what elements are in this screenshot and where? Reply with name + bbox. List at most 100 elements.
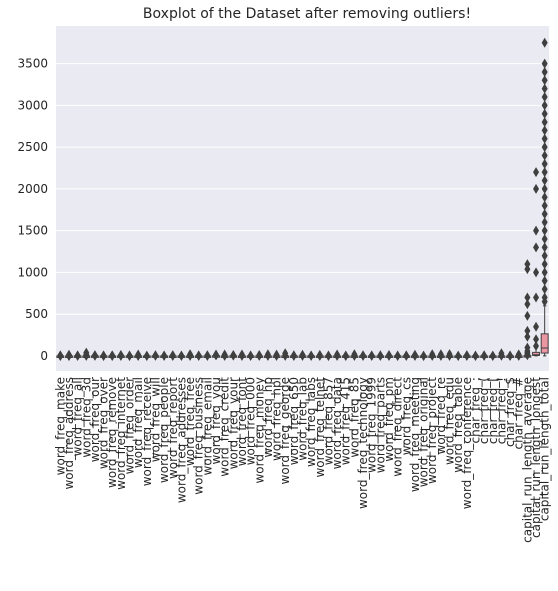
x-tick-label: char_freq_! [494,377,508,444]
outlier-point [541,242,548,253]
outlier-point [264,349,271,360]
outlier-point [91,350,98,361]
outlier-point [74,350,81,361]
box-group [532,167,540,357]
box-group [428,349,437,361]
x-tick-label: word_freq_hp [261,377,275,458]
outlier-point [83,347,90,358]
box-group [480,350,489,361]
outlier-point [195,350,202,361]
x-tick-label: word_freq_857 [321,377,335,465]
y-tick-label: 0 [40,349,48,363]
x-tick-label: word_freq_original [417,377,431,487]
box-group [281,348,290,361]
outlier-point [541,275,548,286]
outlier-point [541,217,548,228]
x-tick-label: word_freq_credit [218,377,232,477]
x-tick-label: word_freq_pm [382,377,396,462]
outlier-point [446,349,453,360]
box-group [298,349,307,361]
outlier-point [524,264,531,275]
y-axis: 0 500 1000 1500 2000 2500 3000 3500 [17,57,48,363]
x-tick-label: word_freq_business [192,377,206,495]
box [540,333,549,354]
outlier-point [377,350,384,361]
box-group [497,348,506,361]
box-group [272,349,281,361]
x-tick-label: word_freq_all [71,377,85,456]
x-tick-label: word_freq_make [53,377,67,475]
outlier-point [533,167,540,178]
outlier-point [420,350,427,361]
outlier-point [533,183,540,194]
box-group [65,349,73,361]
outlier-point [117,350,124,361]
box-group [376,350,385,361]
box-group [73,350,82,361]
x-tick-label: word_freq_data [330,377,344,469]
x-tick-label: word_freq_labs [304,377,318,467]
outlier-point [187,349,194,360]
outlier-point [489,350,496,361]
outlier-point [325,350,332,361]
x-tick-label: char_freq_$ [503,377,517,447]
outlier-point [65,349,72,360]
box-group [410,349,419,361]
x-tick-label: word_freq_addresses [174,377,188,503]
outlier-point [541,208,548,219]
outlier-point [221,349,228,360]
outlier-point [533,334,540,345]
x-tick-label: word_freq_85 [347,377,361,458]
outlier-point [541,225,548,236]
box-group [488,350,497,361]
box-group [350,349,359,361]
outlier-point [541,100,548,111]
x-tick-label: word_freq_650 [287,377,301,465]
outlier-point [524,259,531,270]
box-group [333,349,342,361]
box-group [237,349,246,361]
box-group [194,350,203,361]
grid-lines [56,63,549,357]
outlier-point [515,349,522,360]
outlier-point [411,349,418,360]
x-tick-label: word_freq_edu [443,377,457,465]
x-tick-label: word_freq_report [166,377,180,479]
x-tick-label: char_freq_; [468,377,482,443]
box-group [142,350,151,361]
outlier-point [143,350,150,361]
outlier-point [299,349,306,360]
box-group [307,350,316,361]
outlier-point [472,350,479,361]
box-group [419,350,428,361]
outlier-point [541,125,548,136]
x-tick-label: word_freq_parts [373,377,387,473]
outlier-point [169,350,176,361]
outlier-point [161,350,168,361]
outlier-point [498,348,505,359]
box-group [116,350,125,361]
outlier-point [533,340,540,351]
box-group [125,350,134,361]
box [532,351,540,356]
box-group [99,350,108,361]
outlier-point [481,350,488,361]
outlier-point [533,267,540,278]
x-tick-label: word_freq_email [200,377,214,475]
x-tick-label: word_freq_your [226,377,240,469]
outlier-point [541,183,548,194]
outlier-point [507,350,514,361]
box-group [436,349,445,361]
outlier-point [541,259,548,270]
x-tick-label: word_freq_our [88,377,102,462]
outlier-point [213,349,220,360]
outlier-point [403,350,410,361]
y-tick-label: 3500 [17,57,48,71]
outlier-point [541,142,548,153]
outlier-point [541,37,548,48]
outlier-point [126,350,133,361]
outlier-point [541,66,548,77]
x-tick-label: word_freq_free [183,377,197,466]
x-tick-label: capital_run_length_longest [529,377,543,538]
box-group [462,350,471,361]
